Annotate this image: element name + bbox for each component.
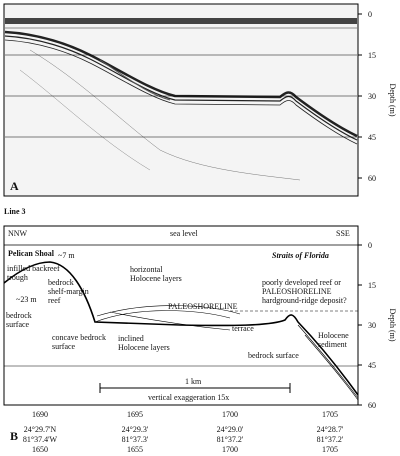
annotation: infilled backreef (7, 264, 60, 273)
annotation: ~7 m (58, 251, 75, 260)
shot-point-label: 1695 (127, 410, 143, 419)
annotation: ~23 m (16, 295, 37, 304)
position-label: 1700 (222, 445, 238, 454)
y-tick-label: 0 (368, 241, 372, 250)
annotation: Holocene (318, 331, 349, 340)
annotation: sediment (318, 340, 348, 349)
annotation: bedrock surface (248, 351, 299, 360)
panel-b-frame (3, 225, 359, 406)
annotation: PALEOSHORELINE (168, 302, 238, 311)
panel-label: B (10, 429, 18, 443)
annotation: Holocene layers (130, 274, 182, 283)
axis-label: Depth (m) (388, 308, 397, 341)
axis-label: Depth (m) (388, 83, 397, 116)
annotation: horizontal (130, 265, 163, 274)
annotation: bedrock (48, 278, 74, 287)
position-label: 81°37.2' (317, 435, 344, 444)
annotation: Pelican Shoal (8, 249, 55, 258)
annotation: shelf-margin (48, 287, 89, 296)
position-label: 24°29.0' (217, 425, 244, 434)
annotation: vertical exaggeration 15x (148, 393, 229, 402)
y-tick-label: 45 (368, 361, 376, 370)
position-label: 81°37.3' (122, 435, 149, 444)
annotation: surface (6, 320, 30, 329)
shot-point-label: 1705 (322, 410, 338, 419)
position-label: 1650 (32, 445, 48, 454)
position-label: 24°29.3' (122, 425, 149, 434)
y-tick-label: 15 (368, 51, 376, 60)
annotation: trough (7, 273, 28, 282)
annotation: bedrock (6, 311, 32, 320)
y-tick-label: 30 (368, 321, 376, 330)
position-label: 1655 (127, 445, 143, 454)
annotation: inclined (118, 334, 144, 343)
panel-label: A (10, 179, 19, 193)
annotation: Straits of Florida (272, 251, 329, 260)
shot-point-label: 1700 (222, 410, 238, 419)
scale-bar (99, 383, 291, 393)
annotation: hardground-ridge deposit? (262, 296, 347, 305)
annotation: SSE (336, 229, 350, 238)
y-tick-label: 60 (368, 401, 376, 410)
shot-point-label: 1690 (32, 410, 48, 419)
y-tick-label: 0 (368, 10, 372, 19)
annotation: reef (48, 296, 61, 305)
y-tick-label: 15 (368, 281, 376, 290)
annotation: concave bedrock (52, 333, 106, 342)
position-label: 24°28.7' (317, 425, 344, 434)
annotation: Holocene layers (118, 343, 170, 352)
annotation: NNW (8, 229, 28, 238)
annotation: sea level (170, 229, 199, 238)
position-label: 81°37.4'W (23, 435, 58, 444)
annotation: 1 km (185, 377, 202, 386)
annotation: poorly developed reef or (262, 278, 341, 287)
y-tick-label: 60 (368, 174, 376, 183)
annotation: terrace (232, 324, 254, 333)
annotation: PALEOSHORELINE (262, 287, 332, 296)
position-label: 24°29.7'N (24, 425, 57, 434)
line-label: Line 3 (4, 207, 26, 216)
profile (3, 261, 359, 401)
annotation: surface (52, 342, 76, 351)
y-tick-label: 45 (368, 133, 376, 142)
y-tick-label: 30 (368, 92, 376, 101)
position-label: 81°37.2' (217, 435, 244, 444)
position-label: 1705 (322, 445, 338, 454)
